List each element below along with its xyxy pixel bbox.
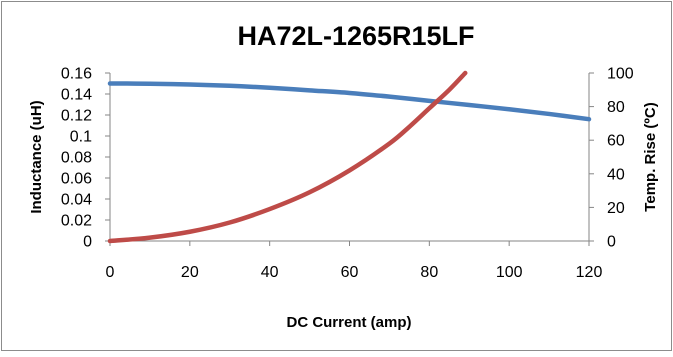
y-tick-label: 0 xyxy=(83,234,92,251)
series-line-inductance xyxy=(107,81,592,122)
y-tick-label: 0.06 xyxy=(61,171,92,188)
series-layer xyxy=(107,70,592,244)
y-tick-label: 0.04 xyxy=(61,192,92,209)
y2-tick-label: 20 xyxy=(607,200,625,217)
x-tick-label: 120 xyxy=(576,264,603,281)
x-axis-title: DC Current (amp) xyxy=(286,314,411,331)
y-tick-label: 0.14 xyxy=(61,87,92,104)
y-tick-label: 0.12 xyxy=(61,108,92,125)
y2-tick-label: 40 xyxy=(607,166,625,183)
y-axis-right-title: Temp. Rise (ºC) xyxy=(642,102,659,211)
y-tick-label: 0.08 xyxy=(61,150,92,167)
y2-tick-label: 100 xyxy=(607,66,634,83)
series-line-temp-rise xyxy=(107,70,468,244)
y2-tick-label: 0 xyxy=(607,234,616,251)
x-tick-label: 0 xyxy=(106,264,115,281)
y2-tick-label: 60 xyxy=(607,133,625,150)
y-tick-label: 0.1 xyxy=(70,129,92,146)
y-tick-label: 0.02 xyxy=(61,213,92,230)
x-tick-label: 80 xyxy=(420,264,438,281)
y-axis-left-title: Inductance (uH) xyxy=(28,100,45,213)
x-tick-label: 20 xyxy=(181,264,199,281)
y2-tick-label: 80 xyxy=(607,99,625,116)
x-tick-label: 40 xyxy=(261,264,279,281)
y-tick-label: 0.16 xyxy=(61,66,92,83)
x-tick-label: 100 xyxy=(496,264,523,281)
x-tick-label: 60 xyxy=(341,264,359,281)
chart-title: HA72L-1265R15LF xyxy=(237,21,474,51)
ticks-layer: 0 20 40 60 80 100 12000.020.040.060.080.10.120… xyxy=(61,66,634,282)
